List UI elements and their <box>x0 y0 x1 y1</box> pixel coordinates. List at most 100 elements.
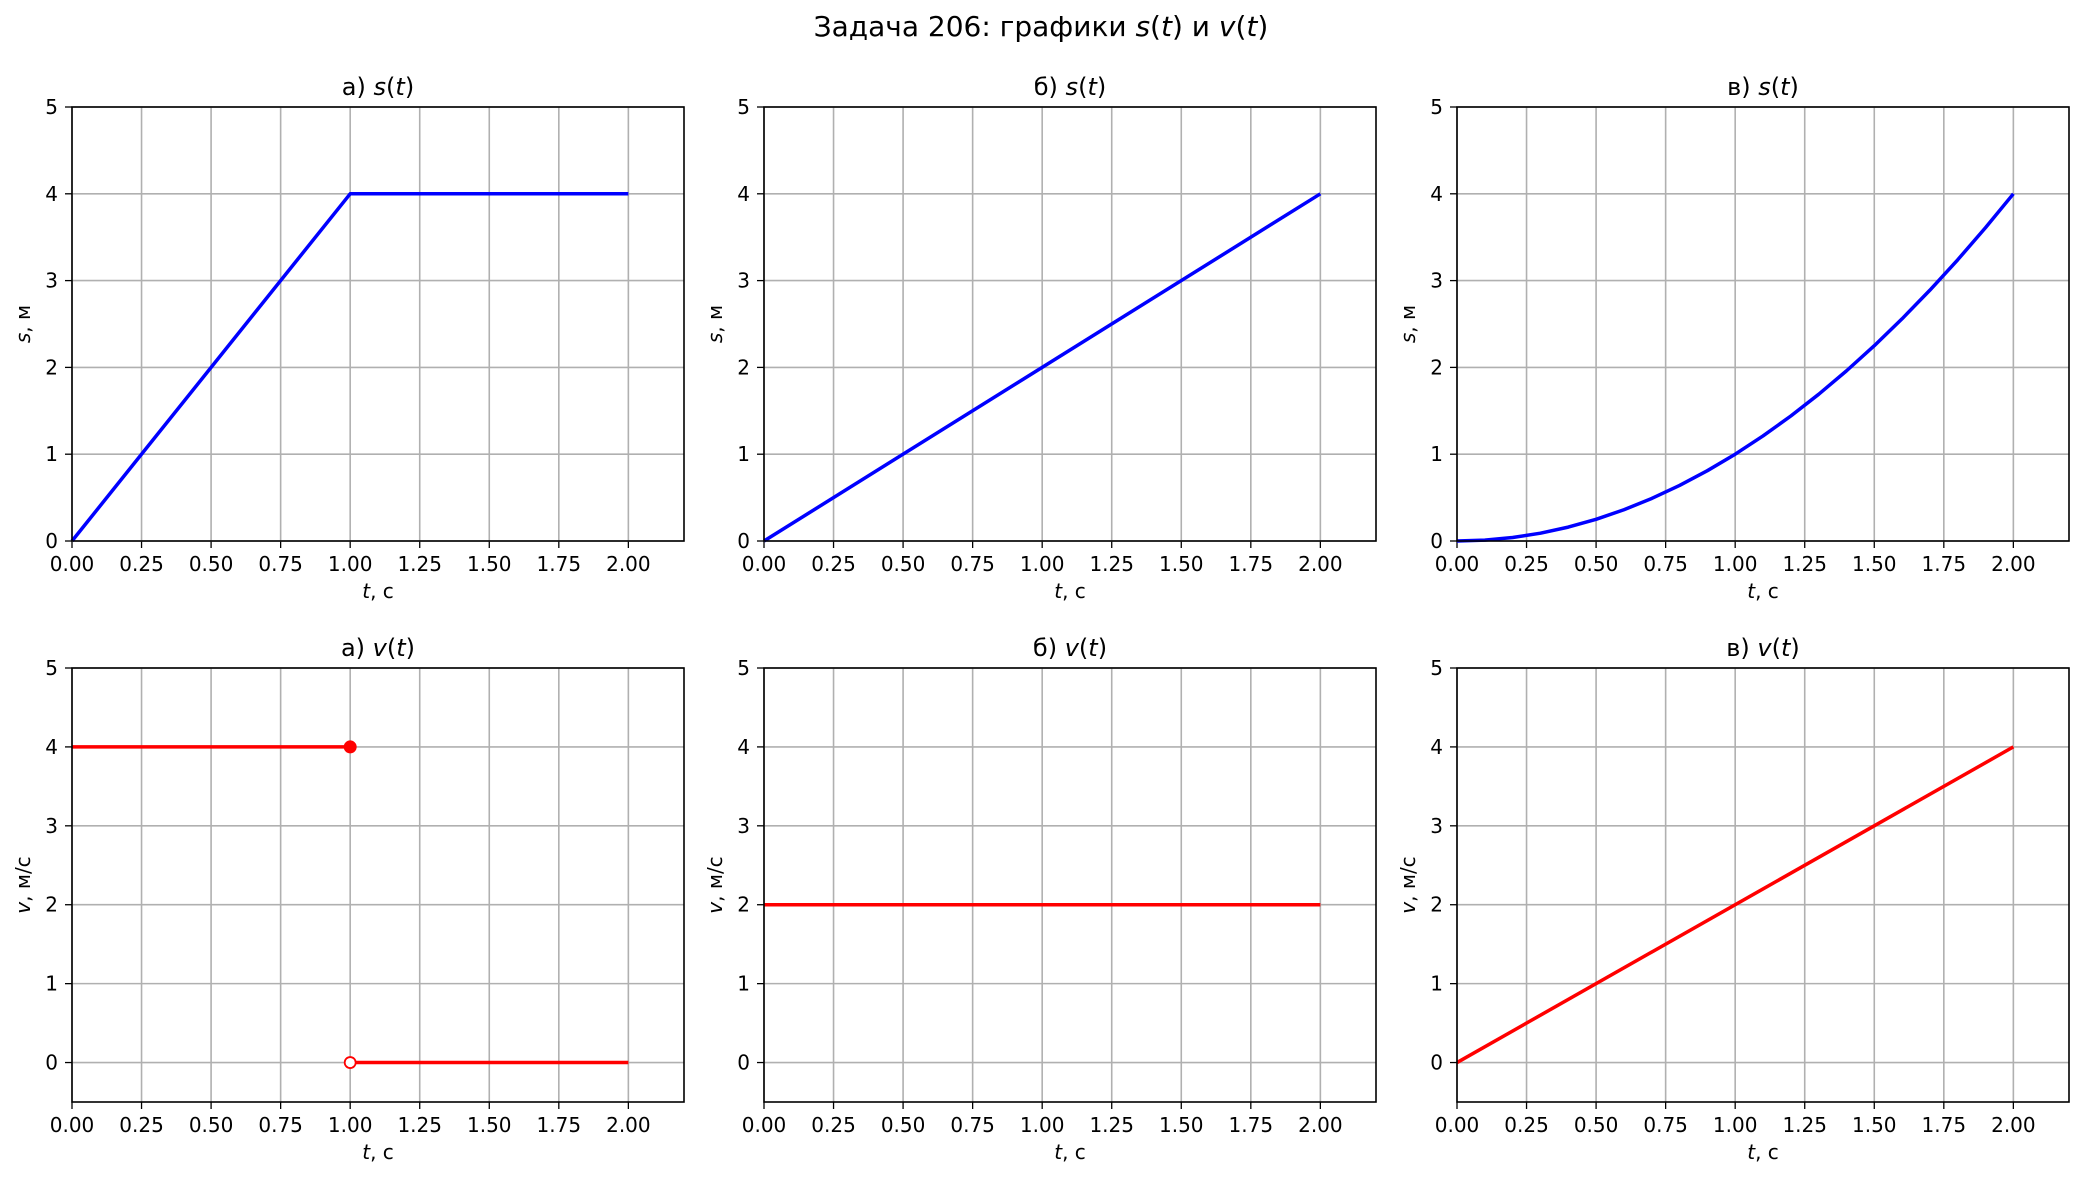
figure-title-paren: ) <box>1171 10 1183 43</box>
x-tick-label: 1.25 <box>1089 552 1134 576</box>
x-axis-label: t, с <box>1054 1140 1086 1164</box>
x-tick-label: 0.75 <box>258 1113 303 1137</box>
y-tick-label: 3 <box>45 814 58 838</box>
x-tick-label: 0.00 <box>1435 1113 1480 1137</box>
y-tick-label: 2 <box>1430 893 1443 917</box>
y-tick-label: 0 <box>45 529 58 553</box>
x-tick-label: 1.50 <box>1159 552 1204 576</box>
x-tick-label: 0.75 <box>1643 552 1688 576</box>
y-tick-label: 2 <box>1430 355 1443 379</box>
x-tick-label: 1.75 <box>1922 552 1967 576</box>
series-line <box>70 192 629 543</box>
y-tick-label: 2 <box>737 893 750 917</box>
y-tick-label: 0 <box>737 1051 750 1075</box>
x-tick-label: 0.00 <box>50 1113 95 1137</box>
y-tick-label: 4 <box>737 735 750 759</box>
x-tick-label: 0.50 <box>881 1113 926 1137</box>
figure-title-and: и <box>1182 10 1219 43</box>
y-tick-label: 0 <box>1430 529 1443 553</box>
figure-title-s: s <box>1135 10 1151 43</box>
subplot-c-s: 0.00 0.25 0.50 0.75 1.00 1.25 1.50 1.75 2.00 0 1 2 3… <box>1396 73 2070 603</box>
x-tick-label: 0.00 <box>742 552 787 576</box>
x-tick-label: 0.75 <box>1643 1113 1688 1137</box>
x-tick-label: 0.25 <box>119 552 164 576</box>
y-tick-label: 1 <box>45 442 58 466</box>
x-tick-label: 0.25 <box>1504 1113 1549 1137</box>
x-tick-label: 0.25 <box>1504 552 1549 576</box>
y-axis-label: s, м <box>703 305 727 343</box>
subplot-title: б) s(t) <box>1034 73 1106 101</box>
subplot-c-v: 0.00 0.25 0.50 0.75 1.00 1.25 1.50 1.75 2.00 0 1 2 3… <box>1396 634 2070 1164</box>
x-tick-label: 0.50 <box>189 1113 234 1137</box>
x-tick-label: 1.50 <box>1159 1113 1204 1137</box>
y-tick-label: 4 <box>45 735 58 759</box>
x-tick-label: 1.75 <box>1922 1113 1967 1137</box>
y-tick-label: 1 <box>737 972 750 996</box>
subplot-a-v: 0.00 0.25 0.50 0.75 1.00 1.25 1.50 1.75 2.00 0 1 2 3… <box>11 634 685 1164</box>
axes-frame <box>1456 667 2070 1103</box>
axes-frame <box>763 106 1377 542</box>
x-tick-label: 0.75 <box>950 1113 995 1137</box>
y-axis-label: s, м <box>11 305 35 343</box>
y-axis-label: v, м/с <box>11 856 35 913</box>
figure-title-v: v <box>1218 10 1236 43</box>
y-tick-label: 2 <box>45 355 58 379</box>
x-tick-label: 1.00 <box>1713 552 1758 576</box>
x-tick-label: 0.75 <box>950 552 995 576</box>
x-tick-label: 1.00 <box>1020 1113 1065 1137</box>
x-tick-label: 0.75 <box>258 552 303 576</box>
y-tick-label: 1 <box>1430 972 1443 996</box>
series-line <box>763 192 1322 543</box>
x-tick-label: 0.00 <box>742 1113 787 1137</box>
x-tick-label: 1.25 <box>1782 1113 1827 1137</box>
figure-title-t: t <box>1246 10 1258 43</box>
x-tick-label: 1.25 <box>397 552 442 576</box>
axes-frame <box>71 106 685 542</box>
y-tick-label: 5 <box>1430 656 1443 680</box>
x-tick-label: 1.50 <box>1852 1113 1897 1137</box>
y-tick-label: 5 <box>1430 95 1443 119</box>
y-tick-label: 4 <box>737 182 750 206</box>
y-tick-label: 4 <box>45 182 58 206</box>
x-tick-label: 1.00 <box>1020 552 1065 576</box>
subplot-a-s: 0.00 0.25 0.50 0.75 1.00 1.25 1.50 1.75 2.00 0 1 2 3… <box>11 73 685 603</box>
x-tick-label: 0.25 <box>811 1113 856 1137</box>
figure-title-paren: ) <box>1257 10 1269 43</box>
x-tick-label: 1.00 <box>328 1113 373 1137</box>
x-tick-label: 1.75 <box>1229 552 1274 576</box>
y-tick-label: 3 <box>1430 269 1443 293</box>
subplot-b-v: 0.00 0.25 0.50 0.75 1.00 1.25 1.50 1.75 2.00 0 1 2 3… <box>703 634 1377 1164</box>
y-tick-label: 3 <box>737 269 750 293</box>
figure-title: Задача 206: графики s(t) и v(t) <box>0 10 2082 43</box>
x-tick-label: 1.50 <box>467 552 512 576</box>
y-tick-label: 0 <box>737 529 750 553</box>
x-tick-label: 2.00 <box>1991 552 2036 576</box>
x-tick-label: 1.75 <box>537 552 582 576</box>
y-tick-label: 3 <box>737 814 750 838</box>
x-tick-label: 1.50 <box>467 1113 512 1137</box>
x-tick-label: 0.50 <box>189 552 234 576</box>
subplot-b-s: 0.00 0.25 0.50 0.75 1.00 1.25 1.50 1.75 2.00 0 1 2 3… <box>703 73 1377 603</box>
x-tick-label: 2.00 <box>1298 1113 1343 1137</box>
y-tick-label: 1 <box>1430 442 1443 466</box>
x-tick-label: 2.00 <box>1991 1113 2036 1137</box>
x-tick-label: 0.25 <box>119 1113 164 1137</box>
x-tick-label: 1.00 <box>328 552 373 576</box>
subplot-title: б) v(t) <box>1033 634 1107 662</box>
x-tick-label: 1.75 <box>1229 1113 1274 1137</box>
y-axis-label: s, м <box>1396 305 1420 343</box>
x-tick-label: 0.00 <box>1435 552 1480 576</box>
axes-frame <box>763 667 1377 1103</box>
y-tick-label: 0 <box>45 1051 58 1075</box>
axes-frame <box>71 667 685 1103</box>
x-tick-label: 0.25 <box>811 552 856 576</box>
y-tick-label: 4 <box>1430 735 1443 759</box>
x-tick-label: 2.00 <box>606 1113 651 1137</box>
y-tick-label: 4 <box>1430 182 1443 206</box>
x-tick-label: 2.00 <box>1298 552 1343 576</box>
y-tick-label: 1 <box>737 442 750 466</box>
y-tick-label: 5 <box>45 656 58 680</box>
series-line <box>1456 192 2015 543</box>
y-axis-label: v, м/с <box>1396 856 1420 913</box>
